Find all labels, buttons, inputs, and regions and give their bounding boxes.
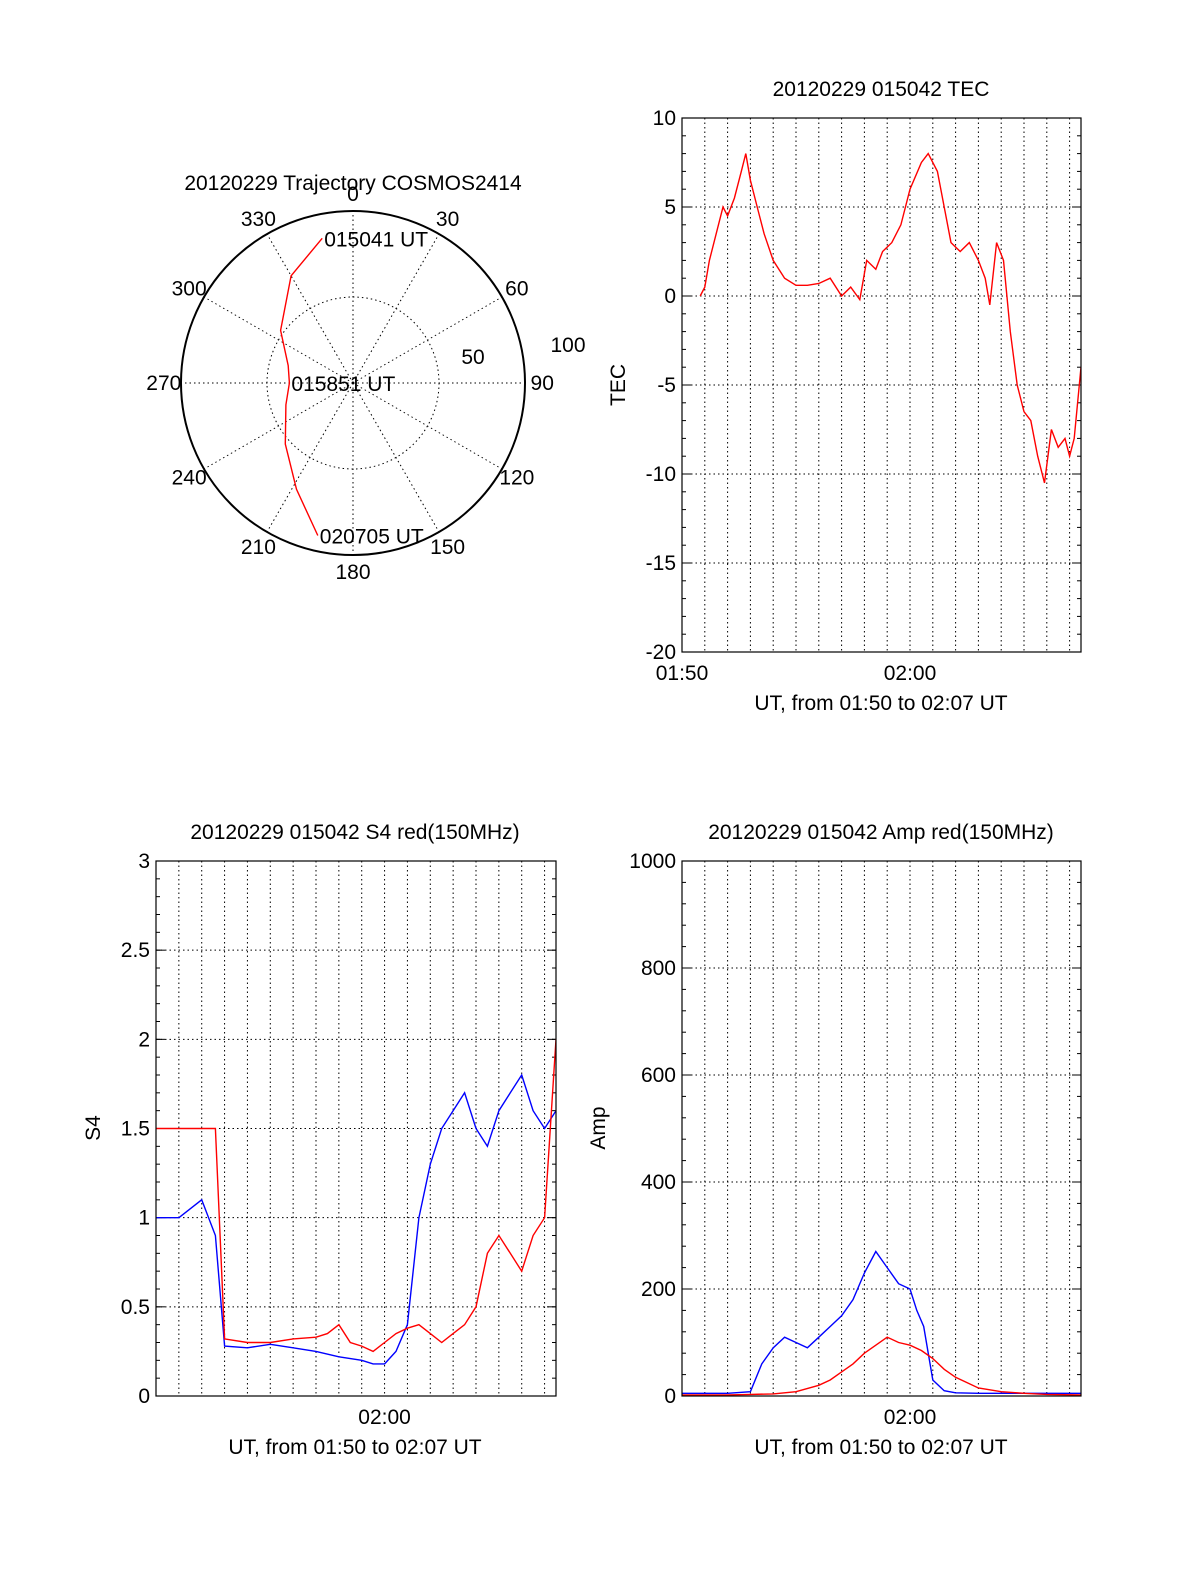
y-tick-label: -10 — [646, 463, 676, 486]
azimuth-label: 180 — [335, 561, 370, 584]
series-line-blue — [156, 1073, 556, 1365]
s4-plot: 20120229 015042 S4 red(150MHz) UT, from … — [82, 821, 557, 1459]
s4-xlabel: UT, from 01:50 to 02:07 UT — [228, 1436, 481, 1459]
x-tick-label: 02:00 — [358, 1406, 411, 1429]
trajectory-time-label: 015041 UT — [324, 228, 428, 251]
trajectory-time-label: 020705 UT — [320, 526, 424, 549]
spoke-line — [352, 382, 440, 533]
y-tick-label: 400 — [641, 1171, 676, 1194]
amp-plot: 20120229 015042 Amp red(150MHz) UT, from… — [587, 821, 1082, 1459]
y-tick-label: 3 — [138, 850, 150, 873]
polar-grid — [180, 210, 526, 556]
polar-radial-labels: 50 100 — [461, 334, 585, 369]
y-tick-label: 0.5 — [121, 1296, 150, 1319]
azimuth-label: 150 — [430, 536, 465, 559]
y-tick-label: 2 — [138, 1028, 150, 1051]
spoke-line — [203, 382, 354, 470]
radial-label: 100 — [550, 334, 585, 357]
azimuth-label: 270 — [146, 372, 181, 395]
y-tick-label: -15 — [646, 552, 676, 575]
y-tick-label: 2.5 — [121, 939, 150, 962]
y-tick-label: 0 — [138, 1385, 150, 1408]
x-tick-label: 02:00 — [884, 1406, 937, 1429]
tec-plot: 20120229 015042 TEC UT, from 01:50 to 02… — [607, 78, 1082, 715]
y-tick-label: 600 — [641, 1064, 676, 1087]
y-tick-label: 5 — [664, 196, 676, 219]
spoke-line — [266, 233, 354, 384]
tec-title: 20120229 015042 TEC — [773, 78, 990, 101]
polar-trajectory-plot: 20120229 Trajectory COSMOS2414 0 30 60 90 12… — [146, 172, 585, 584]
spoke-line — [266, 382, 354, 533]
y-tick-label: 200 — [641, 1278, 676, 1301]
polar-trajectory-labels: 015041 UT 015851 UT 020705 UT — [291, 228, 428, 548]
y-tick-label: 1000 — [629, 850, 676, 873]
x-tick-label: 01:50 — [656, 662, 709, 685]
plot-frame — [681, 117, 1082, 653]
y-tick-label: 10 — [653, 107, 676, 130]
spoke-line — [352, 296, 503, 384]
series-line-red — [156, 1039, 556, 1353]
spoke-line — [352, 382, 503, 470]
spoke-line — [352, 233, 440, 384]
azimuth-label: 330 — [241, 208, 276, 231]
polar-trajectory — [279, 237, 323, 536]
polar-title: 20120229 Trajectory COSMOS2414 — [184, 172, 522, 195]
amp-xlabel: UT, from 01:50 to 02:07 UT — [754, 1436, 1007, 1459]
radial-label: 50 — [461, 346, 484, 369]
plot-frame — [155, 860, 557, 1397]
azimuth-label: 60 — [505, 277, 528, 300]
azimuth-label: 120 — [499, 467, 534, 490]
y-tick-label: 1.5 — [121, 1118, 150, 1141]
spoke-line — [203, 296, 354, 384]
tec-xlabel: UT, from 01:50 to 02:07 UT — [754, 692, 1007, 715]
azimuth-label: 300 — [172, 277, 207, 300]
polar-azimuth-labels: 0 30 60 90 120 150 180 210 240 270 300 330 — [146, 183, 554, 584]
azimuth-label: 30 — [436, 208, 459, 231]
s4-ylabel: S4 — [82, 1115, 105, 1141]
series-line-red — [682, 1336, 1081, 1396]
y-tick-label: -5 — [657, 374, 676, 397]
y-tick-label: 1 — [138, 1207, 150, 1230]
trajectory-time-label: 015851 UT — [291, 373, 395, 396]
series-line-blue — [682, 1250, 1081, 1395]
tec-ylabel: TEC — [607, 364, 630, 406]
y-tick-label: 0 — [664, 285, 676, 308]
azimuth-label: 210 — [241, 536, 276, 559]
s4-title: 20120229 015042 S4 red(150MHz) — [190, 821, 519, 844]
amp-ylabel: Amp — [587, 1106, 610, 1149]
y-tick-label: 0 — [664, 1385, 676, 1408]
y-tick-label: 800 — [641, 957, 676, 980]
x-tick-label: 02:00 — [884, 662, 937, 685]
azimuth-label: 0 — [347, 183, 359, 206]
azimuth-label: 90 — [531, 372, 554, 395]
azimuth-label: 240 — [172, 467, 207, 490]
amp-title: 20120229 015042 Amp red(150MHz) — [708, 821, 1054, 844]
y-tick-label: -20 — [646, 641, 676, 664]
plot-frame — [681, 860, 1082, 1397]
